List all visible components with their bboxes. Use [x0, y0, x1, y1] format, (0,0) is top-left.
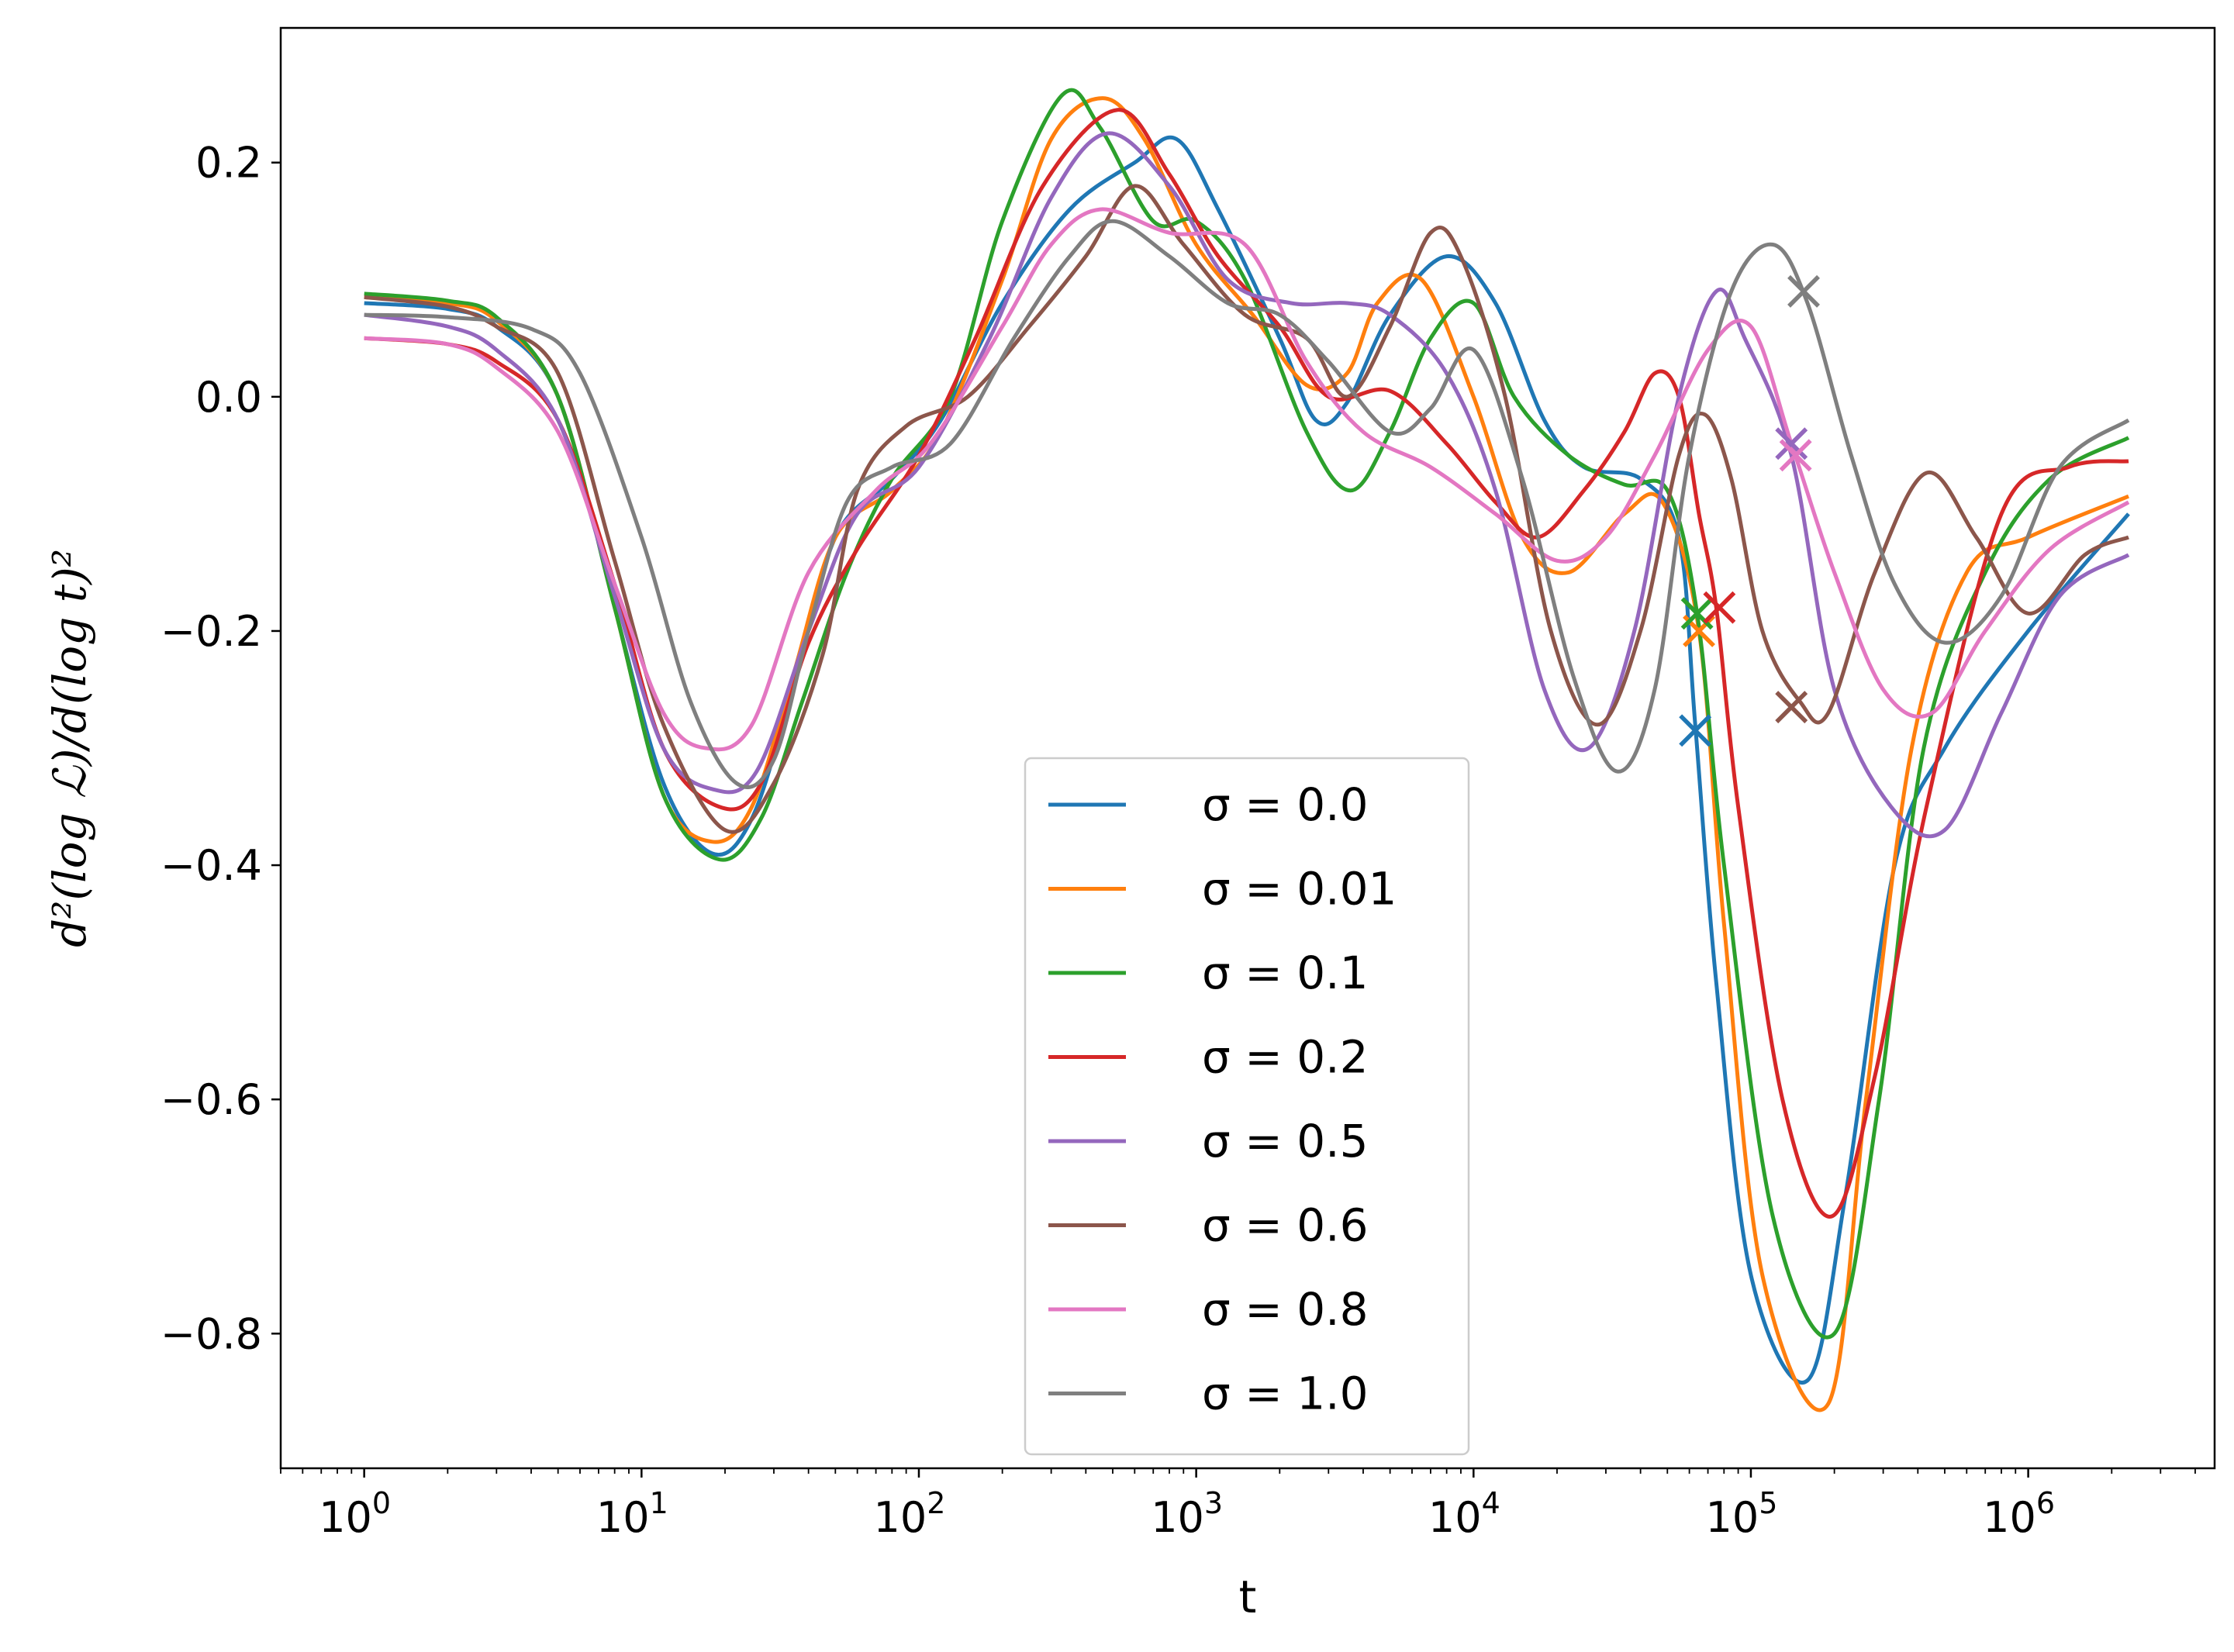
series-marker-0	[1679, 714, 1712, 747]
series-marker-5	[1775, 691, 1808, 724]
y-axis: 0.2 0.0 −0.2 −0.4 −0.6 −0.8	[161, 139, 281, 1358]
legend: σ = 0.0 σ = 0.01 σ = 0.1 σ = 0.2 σ = 0.5 σ = …	[1024, 757, 1470, 1456]
series-marker-3	[1703, 591, 1736, 624]
y-tick-label: 0.0	[195, 373, 262, 422]
legend-label: σ = 1.0	[1202, 1367, 1368, 1420]
x-axis-title: t	[1239, 1571, 1257, 1623]
series-line-0	[364, 135, 2130, 1385]
legend-box	[1024, 757, 1470, 1456]
legend-label: σ = 0.1	[1202, 947, 1368, 999]
series-line-7	[364, 219, 2130, 789]
series-marker-2	[1680, 597, 1714, 630]
plot-frame	[279, 26, 2216, 1470]
legend-label: σ = 0.2	[1202, 1031, 1368, 1084]
series-marker-6	[1779, 439, 1812, 472]
series-line-2	[364, 88, 2130, 1340]
legend-label: σ = 0.8	[1202, 1283, 1368, 1336]
y-tick-label: 0.2	[195, 139, 262, 188]
legend-label: σ = 0.6	[1202, 1199, 1368, 1252]
legend-label: σ = 0.0	[1202, 778, 1368, 831]
y-tick-label: −0.4	[161, 841, 262, 890]
y-tick-label: −0.6	[161, 1075, 262, 1124]
y-tick-label: −0.2	[161, 607, 262, 656]
series-line-1	[364, 96, 2129, 1412]
series-line-5	[364, 184, 2129, 834]
series-marker-4	[1775, 427, 1808, 460]
legend-label: σ = 0.5	[1202, 1115, 1368, 1167]
y-tick-label: −0.8	[161, 1309, 262, 1358]
y-axis-title: d²(log ℒ)/d(log t)²	[43, 549, 96, 947]
series-marker-7	[1787, 274, 1820, 308]
series-layer	[364, 88, 2130, 1412]
legend-label: σ = 0.01	[1202, 863, 1397, 916]
series-line-3	[364, 108, 2129, 1219]
series-line-6	[364, 207, 2130, 752]
